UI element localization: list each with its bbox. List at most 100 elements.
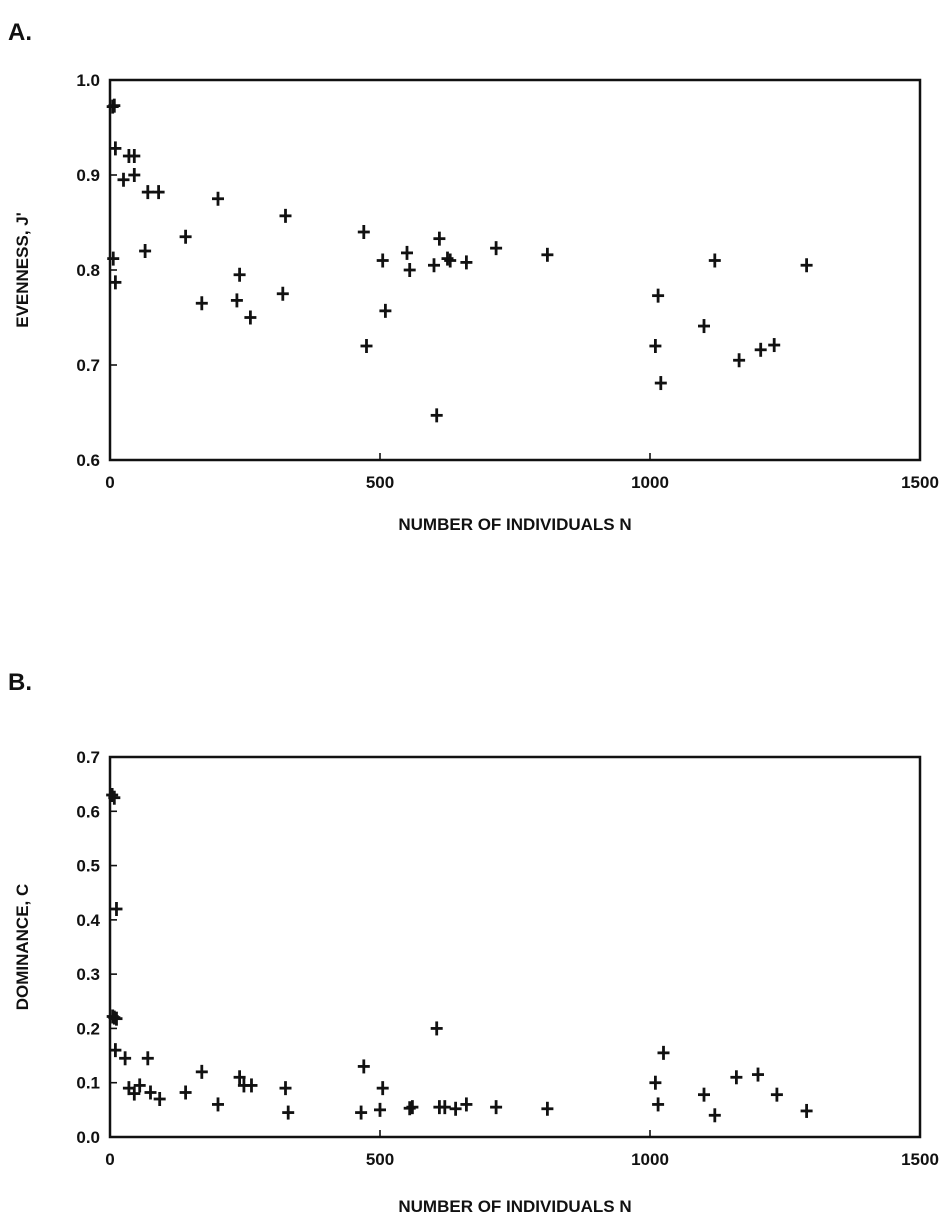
- panel-a-point: [360, 339, 373, 353]
- panel-a-label: A.: [8, 19, 32, 46]
- panel-b-point: [657, 1045, 670, 1060]
- panel-a-point: [117, 172, 130, 187]
- panel-a-x-tick-label: 0: [105, 473, 114, 492]
- panel-b-dominance-chart: B. 0 500 1000 15000.00.10.20.30.40.50.60.7 …: [8, 669, 939, 1216]
- panel-a-point: [401, 245, 413, 260]
- panel-b-y-tick-label: 0.7: [76, 748, 100, 767]
- panel-a-point: [128, 168, 141, 182]
- panel-b-point: [109, 1043, 122, 1058]
- panel-a-point: [403, 263, 416, 277]
- panel-a-point: [708, 253, 721, 268]
- panel-b-x-tick-label: 1000: [631, 1150, 669, 1169]
- panel-b-point: [752, 1067, 764, 1082]
- panel-a-point: [108, 98, 121, 113]
- panel-b-x-tick-label: 500: [366, 1150, 394, 1169]
- panel-a-y-tick-label: 0.7: [76, 356, 100, 375]
- panel-b-y-tick-label: 0.2: [76, 1019, 100, 1038]
- panel-a-x-tick-label: 1500: [901, 473, 939, 492]
- panel-a-y-tick-label: 1.0: [76, 71, 100, 90]
- panel-a-point: [768, 338, 781, 353]
- panel-a-point: [212, 191, 224, 206]
- panel-a-point: [376, 253, 389, 268]
- panel-a-point: [430, 408, 443, 423]
- panel-a-point: [109, 275, 122, 290]
- panel-a-plot-frame: [108, 78, 922, 462]
- panel-b-point: [144, 1085, 157, 1100]
- panel-b-y-tick-label: 0.5: [76, 857, 100, 876]
- panel-b-point: [119, 1051, 132, 1066]
- panel-a-point: [179, 229, 192, 244]
- panel-b-point: [141, 1051, 154, 1066]
- panel-b-point: [279, 1081, 292, 1096]
- panel-b-point: [110, 1011, 123, 1026]
- panel-b-point: [212, 1097, 224, 1112]
- panel-a-point: [441, 251, 454, 266]
- panel-a-y-tick-label: 0.9: [76, 166, 100, 185]
- panel-b-plot-frame: [108, 755, 922, 1139]
- panel-b-point: [406, 1100, 419, 1115]
- panel-a-point: [460, 255, 473, 270]
- panel-b-point: [106, 788, 119, 802]
- panel-b-point: [374, 1102, 386, 1117]
- panel-b-point: [110, 902, 123, 916]
- panel-a-point: [276, 286, 289, 301]
- panel-b-point: [376, 1081, 389, 1096]
- panel-b-point: [541, 1101, 554, 1116]
- panel-b-point: [800, 1103, 813, 1118]
- panel-b-ticks: 0 500 1000 1500 0.0 0.1 0.2 0.3 0.4 0.5 0.6 0.7: [76, 748, 939, 1169]
- panel-b-label: B.: [8, 669, 32, 696]
- panel-a-point: [649, 339, 662, 353]
- panel-b-point: [708, 1108, 721, 1123]
- panel-b-point: [430, 1021, 443, 1036]
- panel-b-point: [770, 1087, 783, 1102]
- panel-b-point: [730, 1070, 743, 1085]
- panel-a-point: [698, 319, 710, 334]
- panel-b-point: [357, 1059, 370, 1074]
- panel-a-point: [428, 258, 440, 273]
- panel-b-point: [133, 1078, 146, 1093]
- panel-a-x-tick-label: 1000: [631, 473, 669, 492]
- panel-b-x-tick-label: 0: [105, 1150, 114, 1169]
- panel-a-point: [230, 293, 243, 308]
- panel-b-data-points: [106, 788, 813, 1123]
- panel-b-point: [179, 1085, 192, 1100]
- panel-a-point: [652, 288, 665, 303]
- panel-a-point: [152, 185, 165, 200]
- panel-a-point: [733, 353, 746, 368]
- panel-a-ticks: 0 500 1000 1500 0.6 0.7 0.8 0.9 1.0: [76, 71, 939, 492]
- panel-b-point: [698, 1087, 710, 1102]
- panel-b-point: [649, 1075, 662, 1090]
- panel-a-point: [444, 253, 457, 268]
- panel-a-point: [244, 310, 257, 325]
- panel-a-point: [128, 149, 141, 163]
- panel-a-point: [233, 267, 246, 282]
- panel-b-point: [195, 1064, 208, 1079]
- panel-b-y-axis-title: DOMINANCE, C: [13, 884, 32, 1011]
- panel-b-point: [108, 790, 121, 805]
- panel-a-x-tick-label: 500: [366, 473, 394, 492]
- panel-a-point: [654, 376, 667, 391]
- panel-b-x-tick-label: 1500: [901, 1150, 939, 1169]
- panel-a-y-tick-label: 0.8: [76, 261, 100, 280]
- panel-a-y-axis-title: EVENNESS, J': [13, 212, 32, 328]
- panel-a-point: [107, 251, 120, 266]
- panel-b-x-axis-title: NUMBER OF INDIVIDUALS N: [398, 1197, 631, 1216]
- panel-b-point: [460, 1097, 473, 1112]
- panel-b-y-tick-label: 0.3: [76, 965, 100, 984]
- panel-a-point: [754, 342, 767, 357]
- panel-a-point: [109, 141, 122, 156]
- panel-b-point: [245, 1078, 258, 1093]
- panel-b-y-tick-label: 0.6: [76, 802, 100, 821]
- panel-a-point: [139, 244, 152, 258]
- panel-a-point: [433, 231, 446, 246]
- panel-a-point: [541, 247, 554, 262]
- panel-a-y-tick-label: 0.6: [76, 451, 100, 470]
- panel-a-point: [141, 185, 154, 200]
- panel-b-y-tick-label: 0.0: [76, 1128, 100, 1147]
- panel-b-point: [652, 1097, 665, 1112]
- panel-b-point: [153, 1092, 166, 1106]
- panel-a-point: [800, 258, 813, 273]
- panel-b-y-tick-label: 0.1: [76, 1074, 100, 1093]
- panel-a-evenness-chart: A. 0 500 1000 1500 0.6 0.7 0.8 0.9 1.0 NUMBER OF…: [8, 19, 939, 534]
